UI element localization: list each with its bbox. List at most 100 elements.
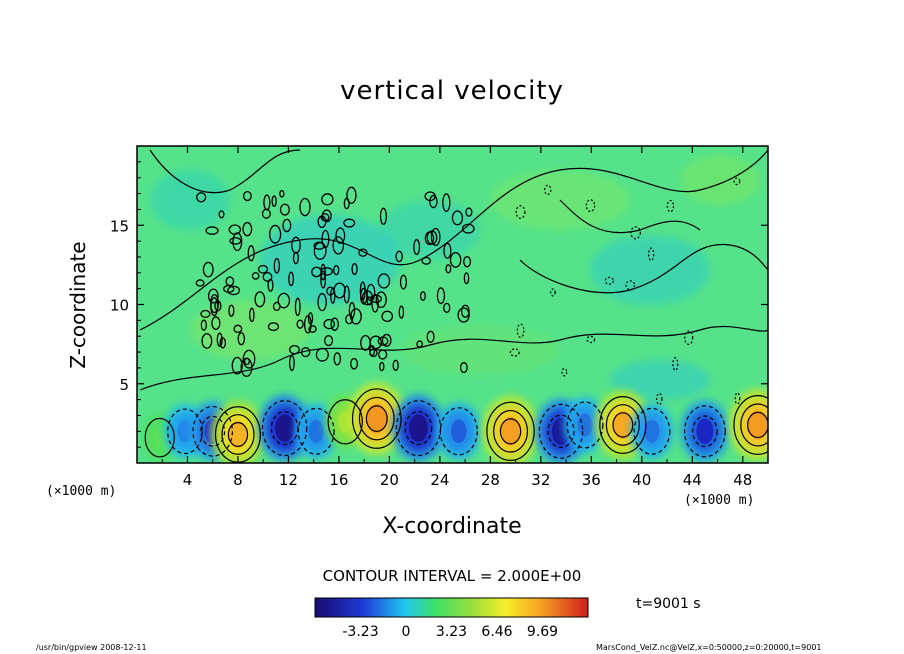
contour-blob <box>333 352 342 366</box>
time-label: t=9001 s <box>636 596 701 612</box>
contour-blob <box>350 357 359 370</box>
contour-ring <box>227 421 249 447</box>
contour-ring <box>612 412 634 438</box>
contour-blob <box>202 261 214 278</box>
contour-ring <box>566 401 604 449</box>
contour-blob <box>288 271 295 287</box>
contour-ring <box>733 395 768 455</box>
x-tick-label: 32 <box>531 471 550 489</box>
cell-core <box>747 410 768 440</box>
contour-blob <box>223 284 235 293</box>
contour-blob <box>449 252 462 268</box>
contour-blob <box>273 257 281 274</box>
contour-blob <box>242 221 253 237</box>
contour-ring <box>221 414 255 455</box>
cell-core <box>696 418 714 445</box>
colorbar-tick-label: 0 <box>402 624 411 640</box>
x-tick-label: 8 <box>233 471 243 489</box>
contour-blob <box>451 210 464 226</box>
contour-blob <box>195 279 205 287</box>
contour-ring <box>599 395 647 454</box>
contour-blob <box>282 218 292 233</box>
contour-blob <box>398 305 405 319</box>
contour-blob <box>294 297 301 317</box>
contour-blob <box>200 309 211 318</box>
contour-ring <box>395 400 442 457</box>
contour-blob <box>317 293 327 312</box>
contour-blob <box>370 294 383 304</box>
contour-blob <box>267 322 280 332</box>
cell-core <box>577 413 593 437</box>
contour-blob <box>308 325 317 333</box>
contour-blob <box>228 304 235 317</box>
contour-blob <box>195 192 207 203</box>
contour-blob <box>296 319 304 329</box>
contour-blob <box>509 348 520 357</box>
colorbar-tick-label: 6.46 <box>481 624 512 640</box>
x-unit-label-left: (×1000 m) <box>46 484 117 499</box>
contour-blob <box>321 209 332 223</box>
contour-ring <box>144 417 175 458</box>
contour-blob <box>369 335 383 350</box>
contour-blob <box>399 274 408 290</box>
contour-blob <box>249 307 255 323</box>
contour-ring <box>200 415 226 447</box>
contour-ring <box>358 396 395 441</box>
contour-blob <box>211 316 221 330</box>
contour-line <box>149 149 301 194</box>
contour-interval-label: CONTOUR INTERVAL = 2.000E+00 <box>322 567 582 585</box>
contour-blob <box>269 224 282 244</box>
contour-blob <box>430 227 441 247</box>
contour-blob <box>332 236 345 255</box>
contour-blob <box>604 276 614 285</box>
contour-blob <box>267 278 274 292</box>
x-tick-label: 40 <box>632 471 651 489</box>
contour-blob <box>320 263 326 281</box>
contour-blob <box>684 330 694 345</box>
contour-blob <box>377 273 391 289</box>
contour-blob <box>279 203 290 216</box>
contour-blob <box>443 242 452 259</box>
contour-blob <box>303 315 312 334</box>
contour-blob <box>242 191 252 202</box>
contour-blob <box>381 310 394 323</box>
contour-blob <box>229 237 242 245</box>
contour-blob <box>218 210 225 219</box>
contour-line <box>519 243 768 294</box>
x-tick-label: 24 <box>430 471 449 489</box>
footer-command: /usr/bin/gpview 2008-12-11 <box>36 643 147 652</box>
contour-blob <box>395 250 403 263</box>
contour-ring <box>547 414 575 449</box>
contour-blob <box>359 281 366 301</box>
field-texture <box>137 146 768 463</box>
x-tick-label: 44 <box>683 471 702 489</box>
contour-blob <box>426 330 435 343</box>
y-tick-label: 10 <box>110 297 129 315</box>
y-tick-label: 5 <box>119 376 129 394</box>
contour-blob <box>429 194 438 209</box>
contour-blob <box>323 335 334 347</box>
contour-blob <box>442 193 451 212</box>
footer-source: MarsCond_VelZ.nc@VelZ,x=0:50000,z=0:2000… <box>596 643 822 652</box>
contour-blob <box>625 280 636 291</box>
contour-blob <box>201 333 213 349</box>
contour-ring <box>365 405 388 432</box>
x-tick-label: 28 <box>481 471 500 489</box>
x-tick-label: 20 <box>380 471 399 489</box>
x-axis-label: X-coordinate <box>382 514 522 539</box>
cell-core <box>308 419 324 443</box>
contour-blob <box>666 199 675 213</box>
contour-blob <box>443 302 451 313</box>
contour-ring <box>327 399 363 445</box>
contour-blob <box>210 297 219 317</box>
cell-core <box>153 427 166 448</box>
contour-blob <box>205 226 219 235</box>
contour-blob <box>351 263 358 276</box>
chart-title: vertical velocity <box>340 76 564 106</box>
contour-blob <box>457 307 470 323</box>
x-tick-label: 36 <box>582 471 601 489</box>
contour-blob <box>647 247 655 262</box>
contour-blob <box>200 319 207 331</box>
contour-blob <box>465 207 473 217</box>
cell-core <box>451 419 467 444</box>
